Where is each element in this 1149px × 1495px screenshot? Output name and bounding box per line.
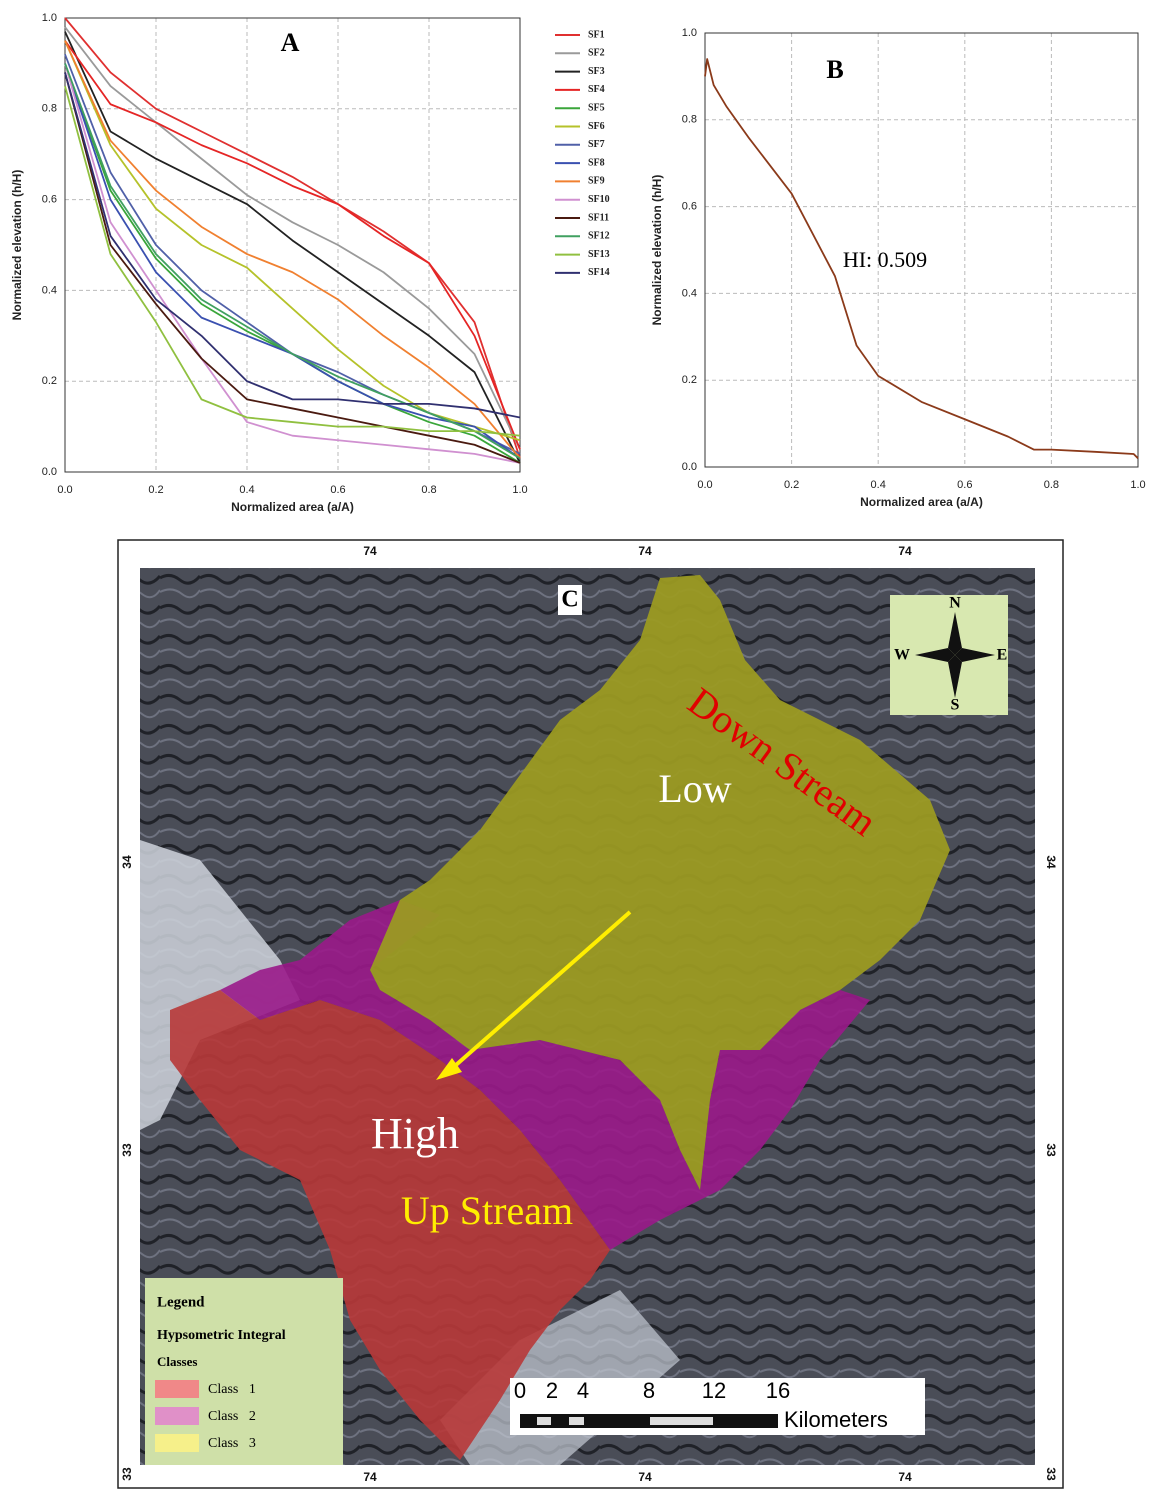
scale-label: 12 xyxy=(702,1378,726,1403)
x-tick-label: 0.8 xyxy=(421,484,436,496)
legend-label: SF13 xyxy=(588,249,610,260)
coord-label: 34 xyxy=(120,855,134,869)
coord-label: 33 xyxy=(120,1467,134,1481)
legend-label: SF8 xyxy=(588,157,605,168)
series-line xyxy=(65,18,520,458)
coord-label: 33 xyxy=(1044,1467,1058,1481)
annotation: HI: 0.509 xyxy=(843,247,927,272)
series-line xyxy=(65,32,520,463)
figure: C Low Down Stream High Up Stream N S W E… xyxy=(0,0,1149,1490)
scale-bar xyxy=(650,1417,713,1425)
y-axis-label: Normalized elevation (h/H) xyxy=(650,175,664,326)
legend-swatch xyxy=(155,1380,199,1398)
y-tick-label: 1.0 xyxy=(42,12,57,24)
panel-label: C xyxy=(561,587,578,613)
x-tick-label: 0.0 xyxy=(697,479,712,491)
series-line xyxy=(65,41,520,450)
legend-item: Class 1 xyxy=(208,1382,256,1397)
x-tick-label: 0.4 xyxy=(871,479,886,491)
x-tick-label: 0.6 xyxy=(330,484,345,496)
y-tick-label: 0.0 xyxy=(42,466,57,478)
panel-label: B xyxy=(826,55,843,84)
legend-subtitle: Classes xyxy=(157,1354,197,1369)
x-tick-label: 0.4 xyxy=(239,484,254,496)
coord-label: 74 xyxy=(898,544,912,558)
legend-label: SF10 xyxy=(588,194,610,205)
x-tick-label: 0.0 xyxy=(57,484,72,496)
series-line xyxy=(65,86,520,436)
legend-label: SF9 xyxy=(588,176,605,187)
x-tick-label: 0.8 xyxy=(1044,479,1059,491)
coord-label: 74 xyxy=(638,1470,652,1484)
legend-swatch xyxy=(155,1434,199,1452)
legend-title: Legend xyxy=(157,1294,205,1310)
legend-label: SF1 xyxy=(588,29,605,40)
y-tick-label: 0.6 xyxy=(682,201,697,213)
legend-subtitle: Hypsometric Integral xyxy=(157,1328,286,1343)
coord-label: 74 xyxy=(638,544,652,558)
map-label: High xyxy=(371,1109,459,1158)
compass-label: E xyxy=(997,647,1008,664)
y-tick-label: 1.0 xyxy=(682,27,697,39)
legend-label: SF6 xyxy=(588,121,605,132)
y-tick-label: 0.2 xyxy=(682,374,697,386)
legend-label: SF5 xyxy=(588,102,605,113)
y-tick-label: 0.4 xyxy=(42,284,57,296)
scale-bar xyxy=(569,1417,584,1425)
x-tick-label: 1.0 xyxy=(512,484,527,496)
series-line xyxy=(65,72,520,417)
legend-label: SF14 xyxy=(588,267,610,278)
y-axis-label: Normalized elevation (h/H) xyxy=(10,170,24,321)
scale-unit: Kilometers xyxy=(784,1407,888,1432)
x-axis-label: Normalized area (a/A) xyxy=(231,500,354,514)
scale-bar xyxy=(537,1417,551,1425)
scale-label: 0 xyxy=(514,1378,526,1403)
y-tick-label: 0.6 xyxy=(42,194,57,206)
compass-label: N xyxy=(949,595,961,612)
x-tick-label: 0.2 xyxy=(148,484,163,496)
compass-label: W xyxy=(894,647,910,664)
panel-label: A xyxy=(281,28,300,57)
x-tick-label: 0.6 xyxy=(957,479,972,491)
scale-label: 8 xyxy=(643,1378,655,1403)
coord-label: 33 xyxy=(120,1143,134,1157)
coord-label: 74 xyxy=(363,544,377,558)
compass-label: S xyxy=(951,697,960,714)
x-axis-label: Normalized area (a/A) xyxy=(860,495,983,509)
y-tick-label: 0.8 xyxy=(42,103,57,115)
scale-bar xyxy=(520,1414,778,1428)
scale-label: 2 xyxy=(546,1378,558,1403)
plot-frame xyxy=(65,18,520,472)
coord-label: 74 xyxy=(898,1470,912,1484)
series-line xyxy=(65,63,520,463)
legend-label: SF12 xyxy=(588,231,610,242)
y-tick-label: 0.4 xyxy=(682,287,697,299)
legend-label: SF3 xyxy=(588,66,605,77)
y-tick-label: 0.8 xyxy=(682,114,697,126)
x-tick-label: 0.2 xyxy=(784,479,799,491)
legend-swatch xyxy=(155,1407,199,1425)
legend-label: SF7 xyxy=(588,139,605,150)
scale-label: 16 xyxy=(766,1378,790,1403)
map-label: Up Stream xyxy=(401,1188,573,1233)
legend-label: SF4 xyxy=(588,84,605,95)
coord-label: 34 xyxy=(1044,855,1058,869)
legend-item: Class 2 xyxy=(208,1409,256,1424)
legend-label: SF2 xyxy=(588,48,605,59)
map-label: Low xyxy=(658,766,731,811)
y-tick-label: 0.2 xyxy=(42,375,57,387)
coord-label: 33 xyxy=(1044,1143,1058,1157)
x-tick-label: 1.0 xyxy=(1130,479,1145,491)
coord-label: 74 xyxy=(363,1470,377,1484)
legend-label: SF11 xyxy=(588,212,609,223)
legend-item: Class 3 xyxy=(208,1436,256,1451)
scale-label: 4 xyxy=(577,1378,589,1403)
y-tick-label: 0.0 xyxy=(682,461,697,473)
series-line xyxy=(65,63,520,463)
